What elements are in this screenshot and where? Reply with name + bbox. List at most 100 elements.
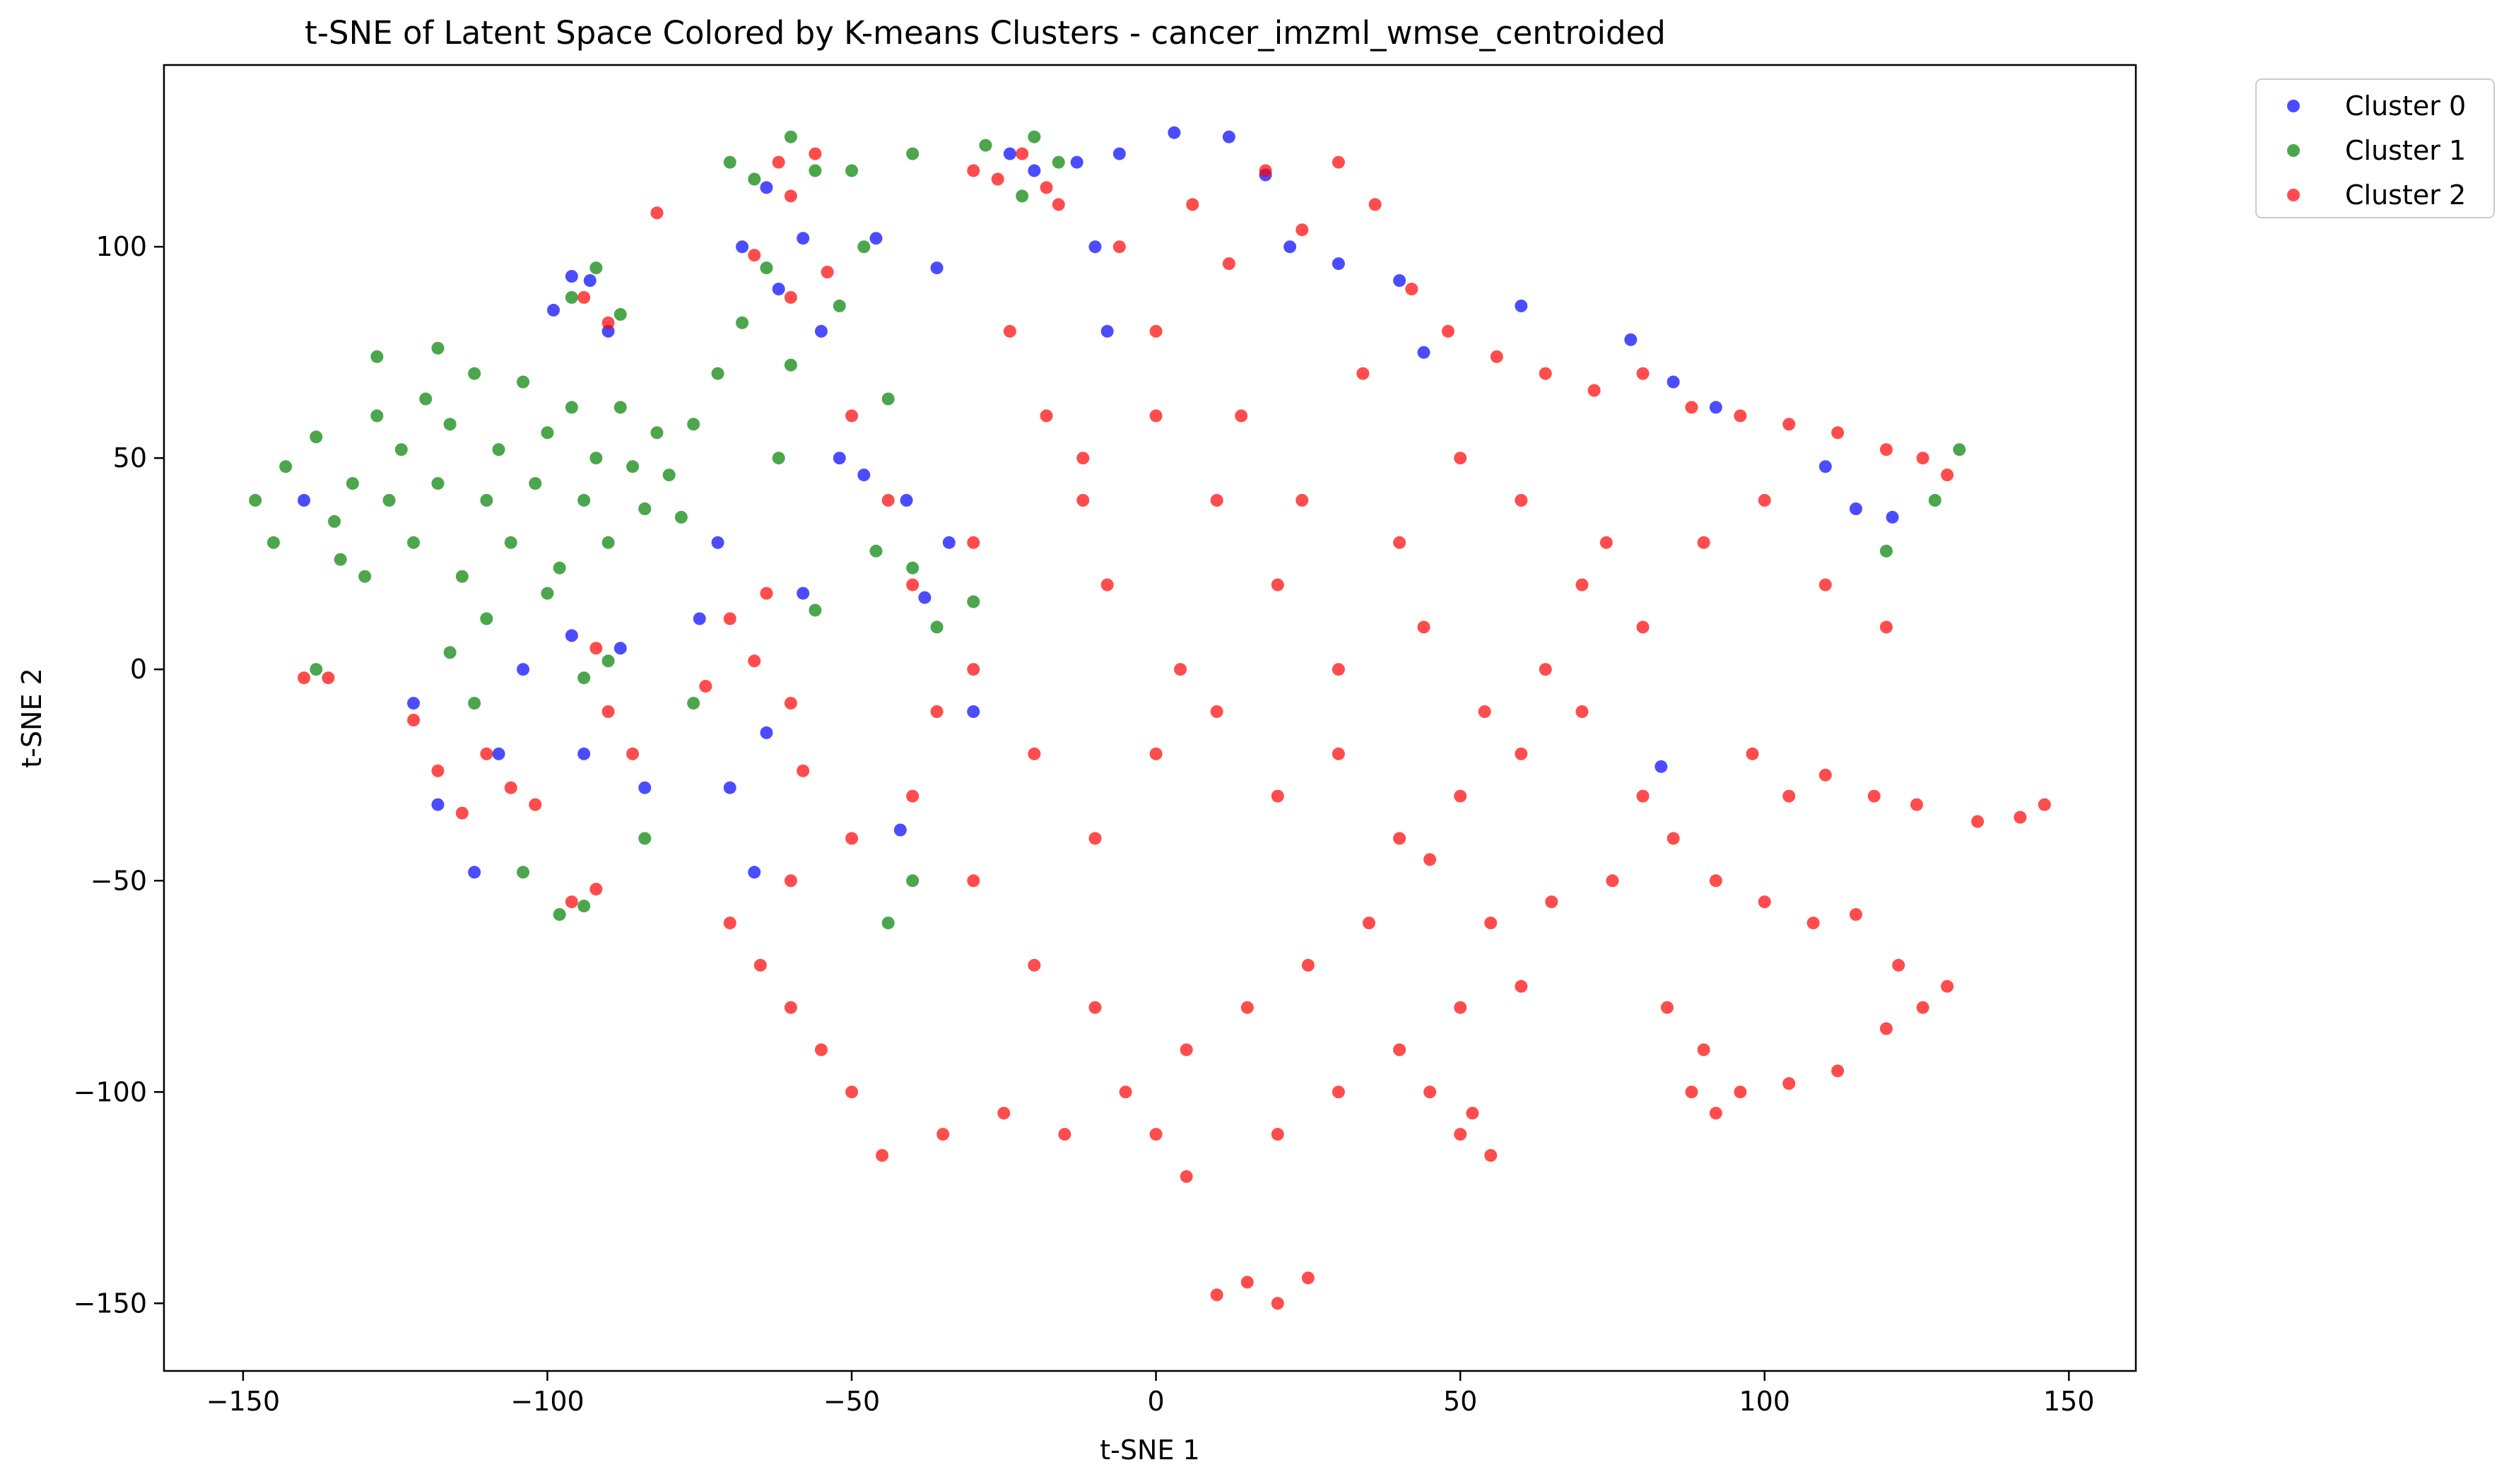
legend-box: [2255, 78, 2495, 218]
data-point: [857, 469, 871, 482]
data-point: [553, 561, 566, 575]
data-point: [1088, 240, 1102, 254]
data-point: [626, 460, 640, 473]
data-point: [1928, 494, 1941, 507]
data-point: [1210, 1288, 1223, 1302]
data-point: [565, 270, 578, 283]
data-point: [1515, 494, 1528, 507]
data-point: [468, 866, 481, 879]
data-point: [753, 958, 767, 972]
legend-label: Cluster 2: [2345, 179, 2466, 211]
data-point: [1040, 409, 1053, 423]
x-axis-ticks: −150 −100 −50 0 50 100 150: [206, 1371, 2095, 1417]
y-axis-ticks: 100 50 0 −50 −100 −150: [74, 231, 164, 1319]
data-point: [346, 477, 359, 490]
data-point: [711, 536, 724, 549]
data-point: [541, 587, 554, 600]
data-point: [577, 494, 591, 507]
data-point: [772, 452, 785, 465]
data-point: [1295, 223, 1309, 237]
data-point: [1971, 815, 1985, 828]
data-point: [906, 578, 919, 591]
y-tick-label: −50: [90, 865, 147, 896]
data-point: [760, 726, 773, 739]
data-point: [431, 341, 445, 355]
data-point: [1484, 917, 1498, 930]
data-point: [760, 181, 773, 194]
data-point: [504, 536, 517, 549]
data-point: [1076, 494, 1090, 507]
data-point: [1295, 494, 1309, 507]
data-point: [492, 747, 505, 760]
data-point: [565, 401, 578, 414]
data-point: [845, 164, 859, 177]
data-point: [589, 452, 603, 465]
data-point: [748, 866, 761, 879]
data-point: [1052, 198, 1065, 211]
data-point: [553, 908, 566, 921]
data-point: [1259, 164, 1272, 177]
data-point: [480, 494, 493, 507]
data-point: [784, 290, 797, 304]
data-point: [967, 595, 980, 608]
data-point: [1186, 198, 1199, 211]
data-point: [1734, 1085, 1747, 1099]
data-point: [1040, 181, 1053, 194]
data-point: [687, 418, 700, 431]
data-point: [1149, 324, 1163, 338]
data-point: [517, 663, 530, 676]
data-point: [662, 469, 676, 482]
data-point: [784, 874, 797, 888]
data-point: [1003, 147, 1016, 160]
data-point: [1222, 257, 1235, 271]
data-point: [967, 705, 980, 718]
data-point: [1112, 240, 1126, 254]
data-point: [626, 747, 640, 760]
data-point: [711, 367, 724, 380]
data-point: [1466, 1107, 1479, 1120]
data-point: [1363, 917, 1375, 930]
data-point: [736, 240, 749, 254]
data-point: [869, 232, 883, 245]
data-point: [1112, 147, 1126, 160]
data-point: [1636, 789, 1650, 803]
data-point: [979, 139, 992, 152]
data-point: [547, 303, 560, 317]
data-point: [1423, 1085, 1437, 1099]
data-point: [1916, 452, 1929, 465]
data-point: [1685, 401, 1698, 414]
data-point: [638, 832, 652, 845]
data-point: [577, 290, 591, 304]
data-point: [650, 206, 664, 220]
data-point: [468, 367, 481, 380]
data-point: [1849, 908, 1862, 921]
data-point: [1028, 130, 1041, 143]
data-point: [967, 536, 980, 549]
data-point: [589, 261, 603, 275]
data-point: [809, 147, 822, 160]
data-point: [1910, 798, 1923, 811]
data-point: [760, 587, 773, 600]
data-point: [1515, 299, 1528, 312]
data-point: [784, 1001, 797, 1014]
data-point: [1271, 789, 1284, 803]
x-tick-label: 0: [1148, 1386, 1165, 1417]
data-point: [1515, 979, 1528, 993]
data-point: [334, 553, 347, 566]
data-point: [382, 494, 396, 507]
data-point: [687, 697, 700, 710]
data-point: [1271, 578, 1284, 591]
data-point: [431, 477, 445, 490]
data-point: [1916, 1001, 1929, 1014]
data-point: [1076, 452, 1090, 465]
x-axis-label: t-SNE 1: [1100, 1435, 1199, 1466]
x-tick-label: −150: [206, 1386, 280, 1417]
x-tick-label: −100: [510, 1386, 584, 1417]
data-point: [1941, 979, 1954, 993]
data-point: [1539, 663, 1552, 676]
y-tick-label: −150: [74, 1288, 147, 1319]
data-point: [1393, 832, 1406, 845]
data-point: [1058, 1128, 1071, 1141]
data-point: [723, 155, 736, 169]
data-point: [1210, 705, 1223, 718]
